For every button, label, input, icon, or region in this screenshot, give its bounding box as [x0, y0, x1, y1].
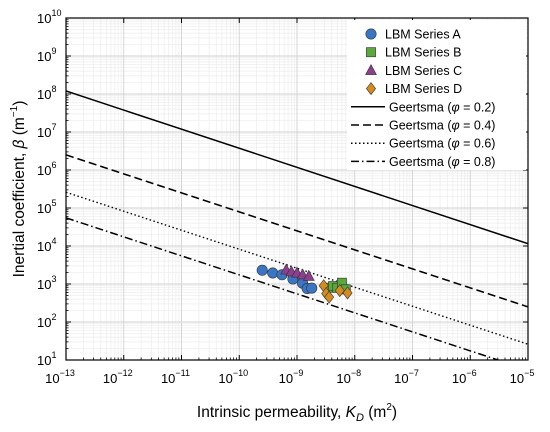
y-axis-title: Inertial coefficient, β (m−1) — [9, 101, 28, 278]
y-tick-label: 105 — [37, 198, 56, 216]
series-a-point — [267, 267, 279, 279]
y-tick-label: 103 — [37, 274, 56, 292]
series-d-point — [334, 284, 345, 298]
x-tick-label: 10−12 — [103, 368, 133, 386]
y-tick-label: 106 — [37, 160, 56, 178]
y-tick-labels: 101 102 103 104 105 106 107 108 109 1010 — [37, 8, 61, 368]
x-tick-label: 10−7 — [394, 368, 419, 386]
lbm-data-points — [256, 263, 353, 304]
legend-label-geertsma-4: Geertsma (φ = 0.8) — [389, 155, 495, 169]
series-a-point — [256, 264, 268, 276]
x-axis-title: Intrinsic permeability, KD (m2) — [197, 402, 397, 424]
geertsma-line-2 — [66, 154, 528, 308]
y-tick-label: 101 — [37, 350, 56, 368]
x-tick-label: 10−10 — [218, 368, 248, 386]
geertsma-line-1 — [66, 90, 528, 245]
x-tick-label: 10−13 — [45, 368, 75, 386]
legend-marker-d — [366, 82, 376, 96]
y-tick-label: 102 — [37, 312, 56, 330]
series-d-point — [324, 290, 335, 304]
x-tick-label: 10−5 — [510, 368, 535, 386]
legend-label-geertsma-1: Geertsma (φ = 0.2) — [389, 100, 495, 114]
y-tick-label: 109 — [37, 46, 56, 64]
y-tick-label: 1010 — [37, 8, 61, 26]
legend-box — [347, 20, 526, 170]
x-tick-label: 10−9 — [279, 368, 304, 386]
legend-label-series-d: LBM Series D — [385, 82, 462, 96]
geertsma-line-3 — [66, 191, 528, 345]
legend-marker-b — [366, 47, 376, 58]
legend-label-geertsma-3: Geertsma (φ = 0.6) — [389, 137, 495, 151]
legend-label-series-a: LBM Series A — [385, 28, 461, 42]
legend-label-geertsma-2: Geertsma (φ = 0.4) — [389, 119, 495, 133]
legend-label-series-c: LBM Series C — [385, 64, 462, 78]
series-c-point — [302, 269, 315, 281]
legend-label-series-b: LBM Series B — [385, 46, 461, 60]
legend-marker-a — [365, 28, 377, 40]
legend-marker-c — [365, 63, 377, 75]
geertsma-lines — [66, 90, 528, 360]
series-d-point — [342, 286, 353, 300]
x-tick-label: 10−6 — [452, 368, 477, 386]
x-tick-labels: 10−13 10−12 10−11 10−10 10−9 10−8 10−7 10−6 10−5 — [45, 368, 534, 386]
major-gridlines — [66, 18, 528, 360]
series-a-point — [306, 282, 318, 294]
geertsma-line-4 — [66, 217, 501, 360]
x-tick-label: 10−8 — [336, 368, 361, 386]
y-tick-label: 104 — [37, 236, 56, 254]
legend: LBM Series A LBM Series B LBM Series C LBM … — [347, 20, 526, 170]
x-tick-label: 10−11 — [161, 368, 190, 386]
y-tick-label: 108 — [37, 84, 56, 102]
y-tick-label: 107 — [37, 122, 56, 140]
